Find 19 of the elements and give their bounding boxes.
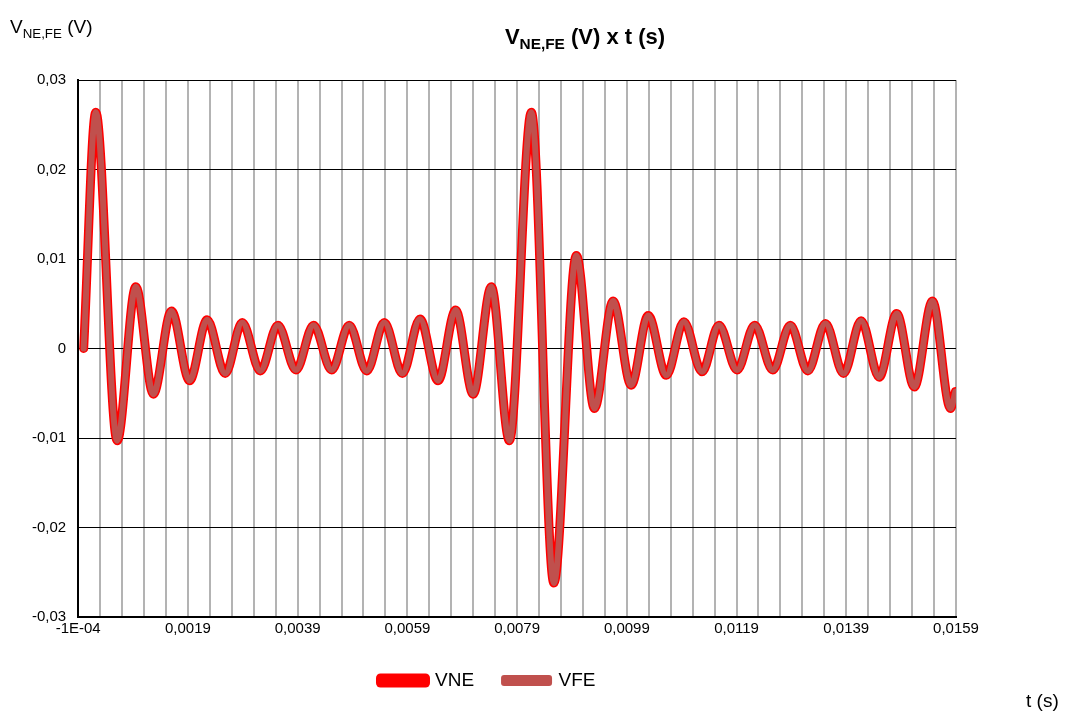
- y-tick-label: 0,03: [36, 70, 67, 88]
- x-tick-label: 0,0079: [494, 619, 541, 637]
- y-tick-label: -0,02: [31, 517, 67, 535]
- y-tick-label: 0,01: [36, 249, 67, 267]
- x-tick-label: 0,0059: [384, 619, 431, 637]
- x-tick-label: 0,0099: [603, 619, 650, 637]
- x-tick-label: 0,0019: [164, 619, 211, 637]
- y-axis-title: V$_{NE,FE}$ (V): [10, 16, 93, 41]
- legend-label: VNE: [434, 668, 475, 690]
- legend-label: VFE: [558, 668, 596, 690]
- x-tick-label: 0,0139: [823, 619, 870, 637]
- y-tick-label: -0,01: [31, 428, 67, 446]
- x-tick-label: 0,0039: [274, 619, 321, 637]
- y-tick-label: 0: [57, 338, 67, 356]
- x-axis-title: t (s): [1026, 690, 1059, 712]
- x-tick-label: 0,0159: [933, 619, 979, 637]
- chart-title: V$_{NE,FE}$ (V) x t (s): [503, 24, 667, 54]
- x-tick-label: 0,0119: [714, 619, 759, 637]
- y-tick-label: 0,02: [36, 159, 67, 177]
